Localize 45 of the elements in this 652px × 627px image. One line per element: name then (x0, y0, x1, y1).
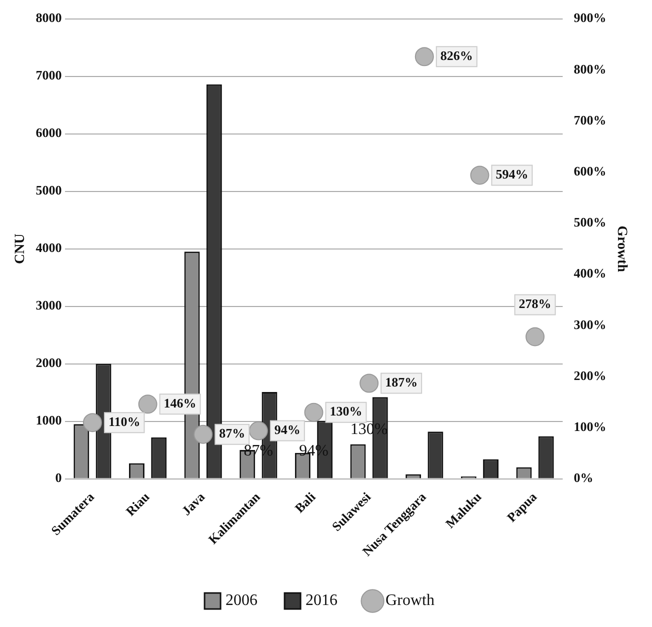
y-tick-label: 0 (55, 470, 62, 486)
x-tick-label: Bali (292, 488, 319, 516)
y-axis-title: CNU (13, 234, 28, 264)
point (526, 327, 545, 346)
point (138, 394, 158, 414)
y2-tick-label: 600% (574, 163, 606, 178)
y2-tick-label: 300% (574, 316, 606, 332)
y-tick-label: 4000 (36, 240, 62, 256)
data-label: 826% (440, 48, 473, 63)
point (470, 166, 490, 185)
data-label: 110% (108, 414, 140, 429)
y2-tick-label: 700% (574, 112, 606, 128)
y2-tick-label: 400% (574, 266, 606, 281)
y-tick-label: 5000 (36, 182, 62, 198)
legend-label: Growth (386, 592, 434, 610)
y2-tick-label: 0% (574, 470, 594, 486)
data-label: 187% (385, 374, 418, 390)
y-tick-label: 7000 (36, 68, 62, 83)
x-tick-label: Java (178, 488, 208, 518)
data-label: 130% (330, 404, 362, 419)
data-label: 278% (518, 296, 552, 312)
y2-axis-title: Growth (614, 226, 629, 272)
y2-tick-label: 200% (574, 368, 606, 383)
point (414, 47, 434, 66)
point (304, 402, 324, 422)
y2-tick-label: 500% (574, 214, 606, 230)
data-label: 146% (164, 396, 196, 411)
point (360, 374, 379, 393)
point (248, 421, 268, 440)
y-tick-label: 6000 (36, 125, 62, 140)
data-label: 87% (219, 426, 246, 441)
y2-tick-label: 800% (574, 61, 606, 76)
legend-label: 2006 (226, 592, 258, 610)
y2-tick-label: 900% (574, 10, 606, 26)
point (194, 424, 213, 444)
y-tick-label: 8000 (36, 10, 62, 26)
y2-tick-label: 100% (574, 419, 606, 434)
data-label: 594% (496, 166, 528, 182)
y-tick-label: 3000 (36, 298, 62, 313)
y-tick-label: 1000 (36, 412, 62, 428)
y-tick-label: 2000 (36, 355, 62, 370)
legend-label: 2016 (306, 592, 338, 610)
data-label: 94% (274, 422, 300, 438)
point (82, 413, 102, 432)
annotation: 94% (299, 442, 328, 460)
